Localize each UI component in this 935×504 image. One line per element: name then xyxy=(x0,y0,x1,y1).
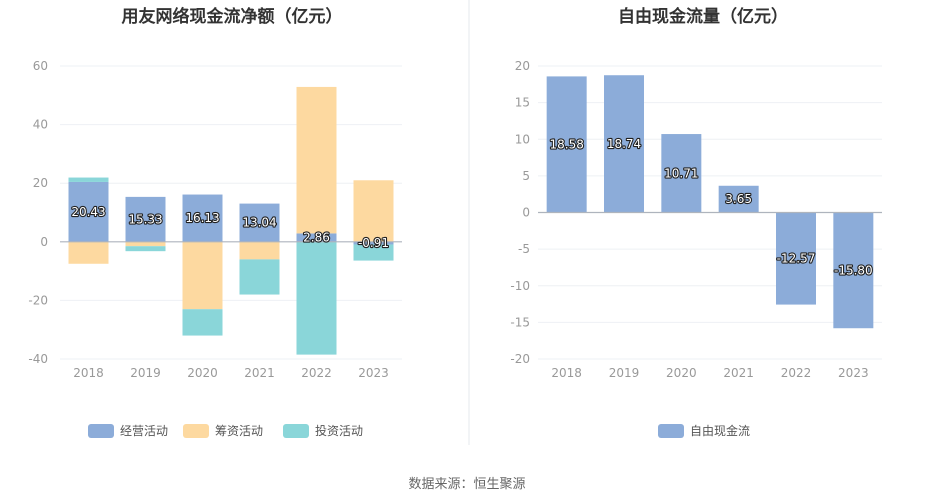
legend-swatch xyxy=(658,424,684,438)
right-chart: 自由现金流量（亿元） 18.58 18.74 10.71 3.65 -12.57 -15.… xyxy=(510,6,882,438)
x-tick-label: 2019 xyxy=(609,366,640,380)
bar-自由现金流-2022 xyxy=(776,212,816,305)
bar-自由现金流-2023 xyxy=(833,212,874,329)
x-tick-label: 2022 xyxy=(301,366,332,380)
data-label: -12.57 xyxy=(777,252,816,266)
data-label: 13.04 xyxy=(242,216,276,230)
y-tick-label: 0 xyxy=(40,235,48,249)
bar-自由现金流-2020 xyxy=(661,134,702,213)
x-tick-label: 2019 xyxy=(130,366,161,380)
y-tick-label: 0 xyxy=(522,206,530,220)
y-tick-label: 20 xyxy=(515,59,530,73)
data-label: 15.33 xyxy=(128,212,162,226)
x-tick-label: 2018 xyxy=(551,366,582,380)
data-label: -15.80 xyxy=(834,263,873,277)
bar-筹资活动-2023 xyxy=(353,180,394,242)
bar-自由现金流-2018 xyxy=(546,76,587,213)
legend-item[interactable]: 自由现金流 xyxy=(658,423,750,438)
x-tick-label: 2021 xyxy=(723,366,754,380)
legend-label: 经营活动 xyxy=(120,424,168,438)
y-tick-label: 5 xyxy=(522,169,530,183)
bar-经营活动-2019 xyxy=(125,196,166,242)
legend-label: 自由现金流 xyxy=(690,423,750,438)
y-tick-label: -20 xyxy=(510,352,530,366)
y-tick-label: 15 xyxy=(515,96,530,110)
bar-投资活动-2019 xyxy=(125,246,166,252)
right-chart-title: 自由现金流量（亿元） xyxy=(618,6,788,27)
data-label: 20.43 xyxy=(71,205,105,219)
bar-筹资活动-2019 xyxy=(125,241,166,247)
y-tick-label: 60 xyxy=(33,59,48,73)
left-chart: 用友网络现金流净额（亿元） 20.43 15.33 16.13 13.04 2.86 -0… xyxy=(28,6,402,438)
bar-投资活动-2023 xyxy=(353,244,394,261)
x-tick-label: 2020 xyxy=(666,366,697,380)
bar-筹资活动-2021 xyxy=(239,241,280,260)
legend-swatch xyxy=(88,424,114,438)
y-tick-label: 20 xyxy=(33,176,48,190)
x-tick-label: 2023 xyxy=(838,366,869,380)
y-tick-label: -20 xyxy=(28,293,48,307)
bar-投资活动-2022 xyxy=(296,241,337,355)
data-label: 2.86 xyxy=(303,231,330,245)
data-label: 16.13 xyxy=(185,211,219,225)
bar-经营活动-2022 xyxy=(296,233,337,242)
bar-经营活动-2018 xyxy=(68,181,109,242)
y-tick-label: -10 xyxy=(510,279,530,293)
data-label: 10.71 xyxy=(664,166,698,180)
legend-label: 投资活动 xyxy=(315,423,363,438)
y-tick-label: -15 xyxy=(510,315,530,329)
bar-筹资活动-2022 xyxy=(296,86,337,234)
y-tick-label: -5 xyxy=(518,242,530,256)
bar-投资活动-2018 xyxy=(68,177,109,182)
data-label: -0.91 xyxy=(358,236,389,250)
bar-筹资活动-2018 xyxy=(68,241,109,264)
x-tick-label: 2021 xyxy=(244,366,275,380)
source-note: 数据来源：恒生聚源 xyxy=(408,477,525,492)
data-label: 3.65 xyxy=(725,192,752,206)
legend-label: 筹资活动 xyxy=(215,424,263,438)
bar-经营活动-2023 xyxy=(353,241,394,245)
legend-item[interactable]: 筹资活动 xyxy=(183,424,263,438)
bar-投资活动-2020 xyxy=(182,309,223,336)
legend-item[interactable]: 投资活动 xyxy=(283,423,363,438)
legend-swatch xyxy=(283,424,309,438)
left-chart-title: 用友网络现金流净额（亿元） xyxy=(122,6,343,27)
bar-经营活动-2021 xyxy=(239,203,280,242)
x-tick-label: 2020 xyxy=(187,366,218,380)
x-tick-label: 2018 xyxy=(73,366,104,380)
y-tick-label: -40 xyxy=(28,352,48,366)
bar-自由现金流-2019 xyxy=(604,75,644,213)
legend-item[interactable]: 经营活动 xyxy=(88,424,168,438)
x-tick-label: 2022 xyxy=(781,366,812,380)
bar-经营活动-2020 xyxy=(182,194,223,242)
data-label: 18.58 xyxy=(549,137,583,151)
bar-筹资活动-2020 xyxy=(182,241,223,310)
y-tick-label: 10 xyxy=(515,132,530,146)
bar-投资活动-2021 xyxy=(239,259,280,295)
bar-自由现金流-2021 xyxy=(718,185,759,213)
data-label: 18.74 xyxy=(607,137,641,151)
x-tick-label: 2023 xyxy=(358,366,389,380)
y-tick-label: 40 xyxy=(33,118,48,132)
legend-swatch xyxy=(183,424,209,438)
